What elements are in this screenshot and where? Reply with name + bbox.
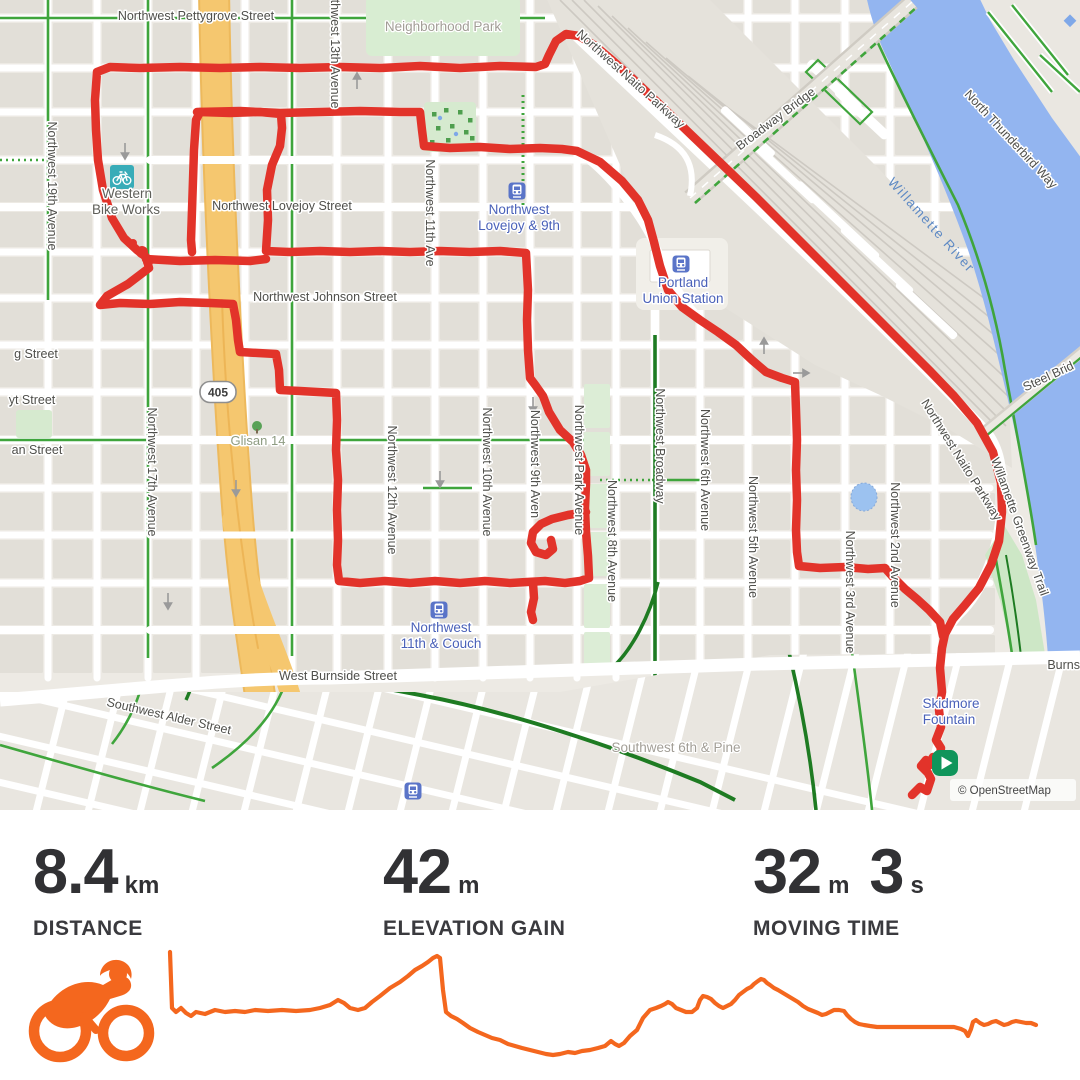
osm-attribution[interactable]: © OpenStreetMap: [950, 779, 1076, 801]
map-label: Union Station: [642, 291, 723, 306]
time-minutes-unit: m: [828, 872, 850, 899]
gps-route-segment: [90, 29, 1007, 800]
route-map[interactable]: 405 Northwest Pettygrove Street Neighborho…: [0, 0, 1080, 810]
map-label: Northwest 10th Avenue: [480, 407, 494, 536]
bottom-graphics: [28, 949, 1039, 1063]
map-label: Northwest Lovejoy Street: [212, 199, 352, 213]
oneway-arrows: [120, 71, 811, 611]
gps-route-segment: [526, 507, 591, 560]
map-label: Fountain: [923, 712, 976, 727]
bikeshop-icon: [110, 165, 134, 189]
map-label: Northwest Broadway: [653, 388, 667, 504]
stats-panel: 8.4 km DISTANCE 42 m ELEVATION GAIN 32 m 3 s …: [0, 810, 1080, 1080]
map-label: Northwest 17th Avenue: [145, 407, 159, 536]
svg-text:405: 405: [208, 386, 228, 400]
elevation-value: 42: [383, 837, 452, 907]
elevation-unit: m: [458, 872, 480, 899]
map-label: Bike Works: [92, 202, 160, 217]
map-label: Northwest 8th Avenue: [605, 480, 619, 602]
stat-distance: 8.4 km DISTANCE: [33, 836, 159, 941]
map-label: Northwest Pettygrove Street: [118, 9, 275, 23]
elevation-profile-chart: [167, 949, 1039, 1058]
map-label: Northwest 13th Avenue: [328, 0, 342, 109]
gps-route: [90, 29, 1007, 800]
map-label: Burnside: [1047, 658, 1080, 672]
time-seconds-unit: s: [910, 872, 924, 899]
transit-icon: [672, 255, 690, 273]
gps-route-segment: [526, 578, 539, 625]
map-label: Lovejoy & 9th: [478, 218, 560, 233]
time-seconds-value: 3: [869, 837, 904, 907]
gps-route-segment: [916, 755, 938, 777]
stat-elevation-gain: 42 m ELEVATION GAIN: [383, 836, 565, 941]
steel-bridge: [980, 346, 1080, 437]
map-label: Northwest 9th Aven: [528, 410, 542, 518]
map-label: Northwest 11th Ave: [423, 159, 437, 266]
map-label: yt Street: [9, 393, 56, 407]
elevation-label: ELEVATION GAIN: [383, 917, 566, 940]
start-icon: [932, 750, 958, 776]
stat-moving-time: 32 m 3 s MOVING TIME: [753, 836, 924, 941]
map-label: Northwest: [489, 202, 550, 217]
map-label: Northwest 19th Avenue: [45, 121, 59, 250]
transit-icon: [404, 782, 422, 800]
map-label: Northwest Park Avenue: [572, 405, 586, 535]
distance-label: DISTANCE: [33, 917, 143, 940]
map-label: Skidmore: [922, 696, 979, 711]
map-label: West Burnside Street: [279, 669, 397, 683]
map-label: g Street: [14, 347, 58, 361]
time-minutes-value: 32: [753, 837, 822, 907]
map-label: Southwest 6th & Pine: [611, 740, 740, 755]
map-label: 11th & Couch: [401, 636, 482, 651]
cyclist-icon: [28, 959, 155, 1063]
map-label: Northwest 3rd Avenue: [843, 531, 857, 654]
map-label: Northwest 2nd Avenue: [888, 482, 902, 608]
map-label: Northwest 12th Avenue: [385, 425, 399, 554]
transit-icon: [430, 601, 448, 619]
map-icons: 405: [110, 165, 958, 800]
distance-value: 8.4: [33, 837, 119, 907]
map-label: Portland: [658, 275, 708, 290]
transit-icon: [508, 182, 526, 200]
map-label: Northwest 5th Avenue: [746, 476, 760, 598]
map-label: Western: [102, 186, 152, 201]
map-label: an Street: [12, 443, 63, 457]
map-label: Northwest 6th Avenue: [698, 409, 712, 531]
distance-unit: km: [124, 872, 160, 899]
map-label: Neighborhood Park: [385, 19, 502, 34]
osm-attribution-text: © OpenStreetMap: [958, 785, 1051, 797]
map-label: Northwest Johnson Street: [253, 290, 397, 304]
tree-icon: [252, 421, 262, 434]
map-label: Northwest: [411, 620, 472, 635]
map-label: Glisan 14: [231, 433, 286, 448]
burnside-street: [0, 650, 1080, 707]
gps-route-segment: [192, 106, 948, 641]
map-canvas[interactable]: 405 Northwest Pettygrove Street Neighborho…: [0, 0, 1080, 810]
time-label: MOVING TIME: [753, 917, 900, 940]
shield405-icon: 405: [199, 380, 237, 404]
gps-route-segment: [141, 254, 271, 266]
